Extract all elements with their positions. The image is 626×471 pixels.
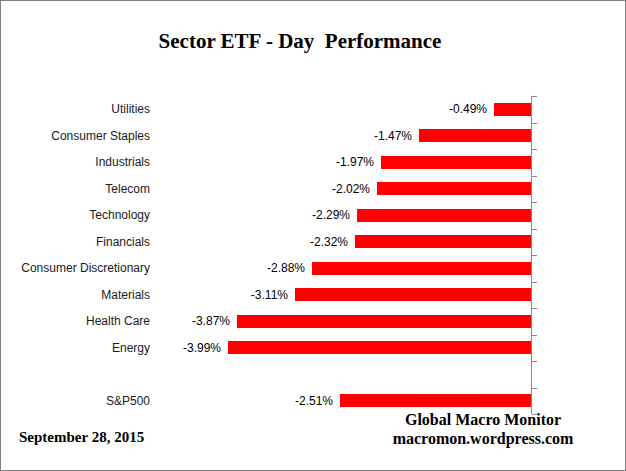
axis-tick <box>532 96 537 97</box>
category-label: Financials <box>1 234 150 250</box>
bar <box>419 129 531 142</box>
bar <box>237 315 531 328</box>
category-label: Consumer Discretionary <box>1 260 150 276</box>
bar <box>355 235 531 248</box>
bar-value-label: -2.51% <box>253 393 333 409</box>
bar-value-label: -3.11% <box>208 287 288 303</box>
bar <box>295 288 531 301</box>
axis-tick <box>532 229 537 230</box>
bar <box>494 103 531 116</box>
axis-tick <box>532 202 537 203</box>
axis-tick <box>532 123 537 124</box>
category-label: Energy <box>1 340 150 356</box>
bar <box>381 156 531 169</box>
category-label: Utilities <box>1 101 150 117</box>
axis-tick <box>532 176 537 177</box>
bar <box>312 262 531 275</box>
bar-value-label: -2.02% <box>290 181 370 197</box>
footer-date: September 28, 2015 <box>19 429 144 446</box>
bar-value-label: -0.49% <box>407 101 487 117</box>
bar-value-label: -1.97% <box>294 154 374 170</box>
bar-value-label: -2.32% <box>268 234 348 250</box>
axis-tick <box>532 308 537 309</box>
axis-tick <box>532 282 537 283</box>
footer-attribution: Global Macro Monitor macromon.wordpress.… <box>363 410 603 448</box>
bar-value-label: -2.29% <box>270 207 350 223</box>
category-label: Materials <box>1 287 150 303</box>
axis-tick <box>532 388 537 389</box>
category-label: Industrials <box>1 154 150 170</box>
bar-value-label: -3.87% <box>150 313 230 329</box>
bar <box>377 182 531 195</box>
axis-tick <box>532 335 537 336</box>
category-label: Consumer Staples <box>1 128 150 144</box>
category-label: Health Care <box>1 313 150 329</box>
category-label: Technology <box>1 207 150 223</box>
attribution-url: macromon.wordpress.com <box>363 429 603 448</box>
bar <box>357 209 531 222</box>
bar <box>340 394 531 407</box>
category-label: Telecom <box>1 181 150 197</box>
bar-value-label: -3.99% <box>141 340 221 356</box>
category-label: S&P500 <box>1 393 150 409</box>
attribution-source: Global Macro Monitor <box>363 410 603 429</box>
axis-tick <box>532 361 537 362</box>
bar <box>228 341 531 354</box>
axis-tick <box>532 255 537 256</box>
axis-tick <box>532 149 537 150</box>
chart-frame: Sector ETF - Day Performance Utilities -0… <box>0 0 626 471</box>
bar-value-label: -1.47% <box>332 128 412 144</box>
chart-title: Sector ETF - Day Performance <box>1 29 599 54</box>
bar-value-label: -2.88% <box>225 260 305 276</box>
